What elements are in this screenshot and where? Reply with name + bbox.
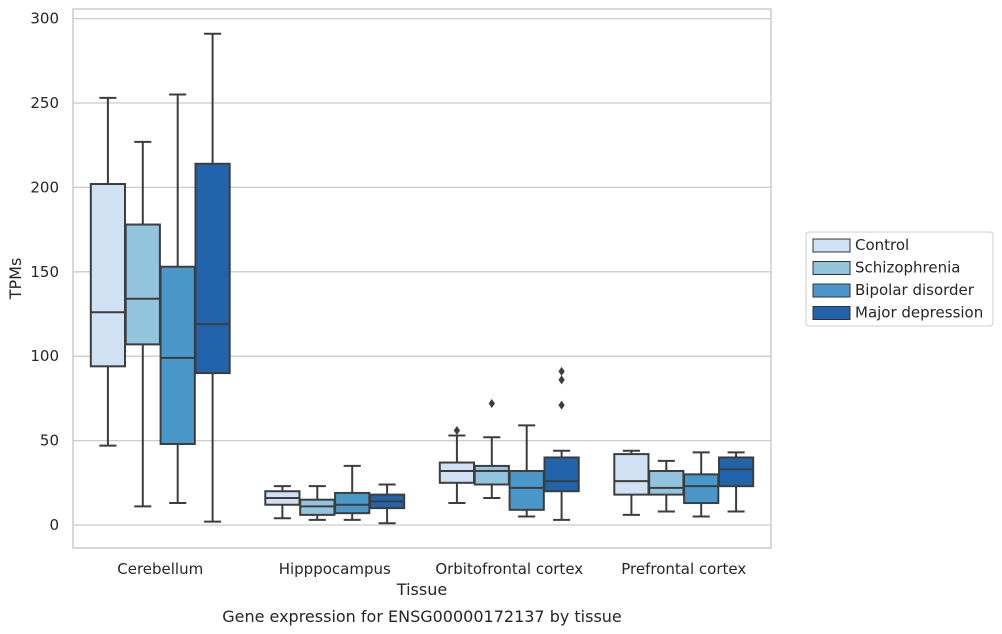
legend-label: Bipolar disorder: [855, 281, 975, 299]
y-tick-label: 50: [40, 432, 59, 450]
legend-swatch: [812, 283, 851, 298]
box-iqr: [648, 469, 685, 496]
box-groups: [89, 32, 755, 525]
box-iqr: [543, 456, 580, 493]
y-axis-label: TPMs: [6, 258, 25, 301]
y-tick-label: 200: [30, 178, 59, 196]
box-iqr: [194, 162, 231, 375]
outlier-point: [488, 398, 495, 408]
box-iqr: [717, 456, 755, 488]
y-tick-label: 100: [30, 347, 59, 365]
box-schizophrenia: [124, 140, 161, 508]
box-iqr: [613, 453, 650, 496]
box-schizophrenia: [648, 459, 685, 513]
box-iqr: [159, 265, 196, 445]
legend-swatch: [812, 261, 851, 275]
box-control: [438, 425, 476, 505]
box-bipolar-disorder: [334, 464, 371, 521]
outlier-point: [558, 366, 565, 376]
box-major-depression: [717, 451, 755, 513]
box-iqr: [124, 223, 161, 346]
box-major-depression: [368, 483, 406, 525]
y-tick-label: 250: [30, 94, 59, 112]
box-bipolar-disorder: [683, 451, 720, 518]
box-iqr: [89, 183, 127, 368]
y-tick-label: 0: [49, 516, 59, 534]
legend-label: Schizophrenia: [855, 259, 960, 277]
chart-title: Gene expression for ENSG00000172137 by t…: [222, 607, 622, 626]
x-tick-label: Prefrontal cortex: [621, 560, 746, 578]
outlier-point: [558, 375, 565, 385]
box-iqr: [683, 473, 720, 505]
x-tick-labels: Cerebellum Hipppocampus Orbitofrontal cort…: [117, 560, 746, 578]
box-iqr: [438, 461, 476, 484]
outlier-point: [558, 400, 565, 410]
box-schizophrenia: [299, 485, 336, 521]
y-tick-label: 150: [30, 263, 59, 281]
box-iqr: [334, 491, 371, 515]
y-tick-label: 300: [30, 10, 59, 28]
legend-label: Major depression: [855, 304, 983, 322]
plot-area-frame: [72, 8, 772, 549]
legend-swatch: [812, 238, 851, 253]
outlier-point: [453, 425, 461, 435]
box-control: [613, 449, 650, 516]
x-tick-label: Cerebellum: [117, 560, 203, 578]
x-axis-label: Tissue: [396, 580, 447, 599]
legend-swatch: [812, 306, 851, 320]
box-control: [89, 96, 127, 447]
x-tick-label: Orbitofrontal cortex: [435, 560, 583, 578]
box-bipolar-disorder: [508, 424, 545, 518]
box-control: [264, 485, 301, 520]
x-tick-label: Hipppocampus: [279, 560, 391, 578]
box-major-depression: [543, 366, 580, 521]
y-tick-labels: 0 50 100 150 200 250 300: [30, 10, 59, 534]
box-schizophrenia: [473, 398, 510, 499]
legend: Control Schizophrenia Bipolar disorder Majo…: [805, 231, 994, 327]
box-bipolar-disorder: [159, 93, 196, 505]
box-iqr: [508, 469, 545, 511]
box-major-depression: [194, 32, 231, 523]
legend-frame: [805, 231, 994, 327]
box-iqr: [473, 464, 510, 486]
legend-label: Control: [855, 236, 909, 254]
